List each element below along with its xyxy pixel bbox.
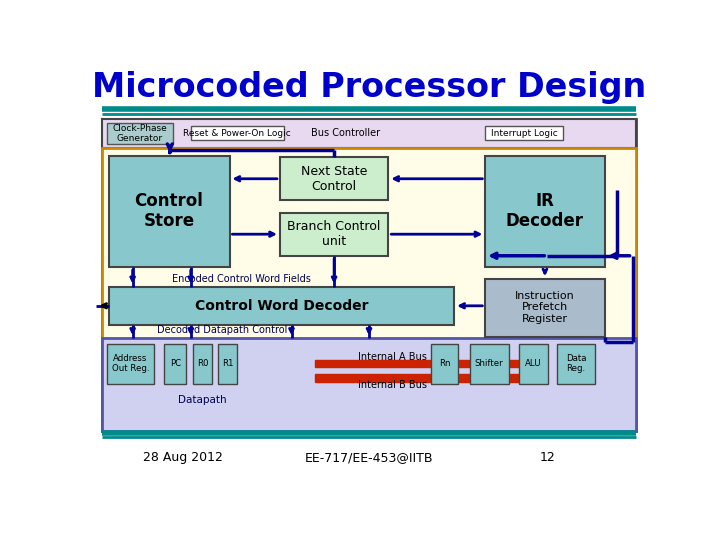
Bar — [485, 279, 606, 336]
Bar — [485, 126, 563, 140]
Bar — [280, 213, 388, 256]
Text: Encoded Control Word Fields: Encoded Control Word Fields — [171, 274, 310, 284]
Text: Branch Control
unit: Branch Control unit — [287, 220, 381, 248]
Text: IR
Decoder: IR Decoder — [506, 192, 584, 231]
Bar — [164, 343, 186, 383]
Text: Data
Reg.: Data Reg. — [566, 354, 586, 373]
Text: Decoded Datapath Control: Decoded Datapath Control — [156, 326, 287, 335]
Text: PC: PC — [170, 359, 181, 368]
Text: Internal A Bus: Internal A Bus — [358, 352, 427, 362]
Bar — [193, 343, 212, 383]
Text: Shifter: Shifter — [474, 359, 503, 368]
Text: Bus Controller: Bus Controller — [311, 129, 380, 138]
Text: Rn: Rn — [438, 359, 450, 368]
Text: Microcoded Processor Design: Microcoded Processor Design — [92, 71, 646, 104]
Bar — [102, 338, 636, 430]
Bar — [485, 156, 606, 267]
Text: Datapath: Datapath — [178, 395, 227, 405]
Text: R0: R0 — [197, 359, 209, 368]
Bar — [107, 123, 173, 144]
Bar — [109, 287, 454, 325]
Text: Interrupt Logic: Interrupt Logic — [490, 129, 557, 138]
Text: Next State
Control: Next State Control — [301, 165, 367, 193]
Bar — [469, 343, 508, 383]
Bar — [109, 156, 230, 267]
Bar — [518, 343, 548, 383]
Text: EE-717/EE-453@IITB: EE-717/EE-453@IITB — [305, 451, 433, 464]
Text: 12: 12 — [539, 451, 555, 464]
Text: Internal B Bus: Internal B Bus — [358, 380, 427, 390]
Bar — [102, 119, 636, 148]
Text: 28 Aug 2012: 28 Aug 2012 — [143, 451, 223, 464]
Bar — [102, 119, 636, 430]
Bar — [315, 360, 539, 367]
Bar — [431, 343, 458, 383]
Text: ALU: ALU — [525, 359, 541, 368]
Bar — [218, 343, 238, 383]
Bar — [102, 148, 636, 352]
Text: Control
Store: Control Store — [135, 192, 204, 231]
Text: Control Word Decoder: Control Word Decoder — [194, 299, 368, 313]
Text: Reset & Power-On Logic: Reset & Power-On Logic — [184, 129, 291, 138]
Text: Clock-Phase
Generator: Clock-Phase Generator — [112, 124, 167, 143]
Text: Address
Out Reg.: Address Out Reg. — [112, 354, 149, 373]
Text: Instruction
Prefetch
Register: Instruction Prefetch Register — [515, 291, 575, 324]
Bar — [557, 343, 595, 383]
Bar — [280, 157, 388, 200]
Bar — [107, 343, 153, 383]
Text: R1: R1 — [222, 359, 233, 368]
Bar — [191, 126, 284, 140]
Bar — [315, 374, 539, 382]
